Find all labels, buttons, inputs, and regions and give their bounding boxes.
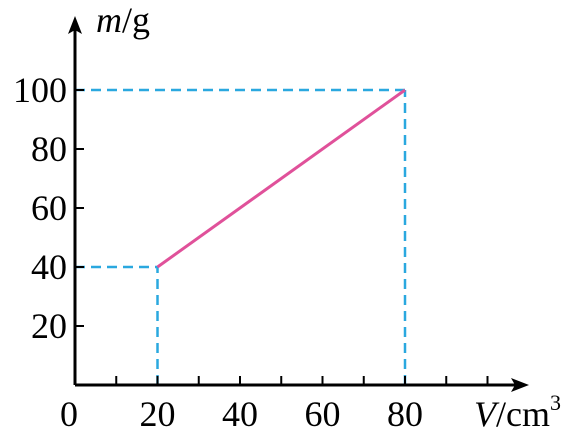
tick-labels: 20 40 60 80 20 40 60 80 100 (13, 70, 423, 434)
x-axis-arrow (511, 378, 529, 392)
y-tick-label-20: 20 (31, 306, 67, 346)
y-tick-label-100: 100 (13, 70, 67, 110)
ticks (75, 89, 489, 385)
y-tick-label-60: 60 (31, 188, 67, 228)
x-tick-label-40: 40 (222, 394, 258, 434)
y-axis-title: m/g (96, 0, 150, 40)
x-tick-label-20: 20 (140, 394, 176, 434)
y-axis-arrow (68, 16, 82, 34)
series-line-1 (156, 88, 406, 269)
x-tick-label-60: 60 (305, 394, 341, 434)
y-axis-unit: g (132, 0, 150, 40)
y-axis-sep: / (122, 0, 132, 40)
guide-lines (75, 88, 407, 385)
y-tick-label-80: 80 (31, 129, 67, 169)
x-axis-sep: / (496, 394, 506, 434)
x-axis-title: V/cm3 (474, 390, 561, 434)
y-tick-label-40: 40 (31, 247, 67, 287)
origin-label: 0 (60, 394, 78, 434)
x-axis-unit: cm (506, 394, 550, 434)
series-layer (156, 88, 406, 269)
x-axis-sup: 3 (550, 390, 561, 415)
x-axis-var: V (474, 394, 500, 434)
y-axis-var: m (96, 0, 122, 40)
x-tick-label-80: 80 (387, 394, 423, 434)
axes (68, 16, 529, 392)
